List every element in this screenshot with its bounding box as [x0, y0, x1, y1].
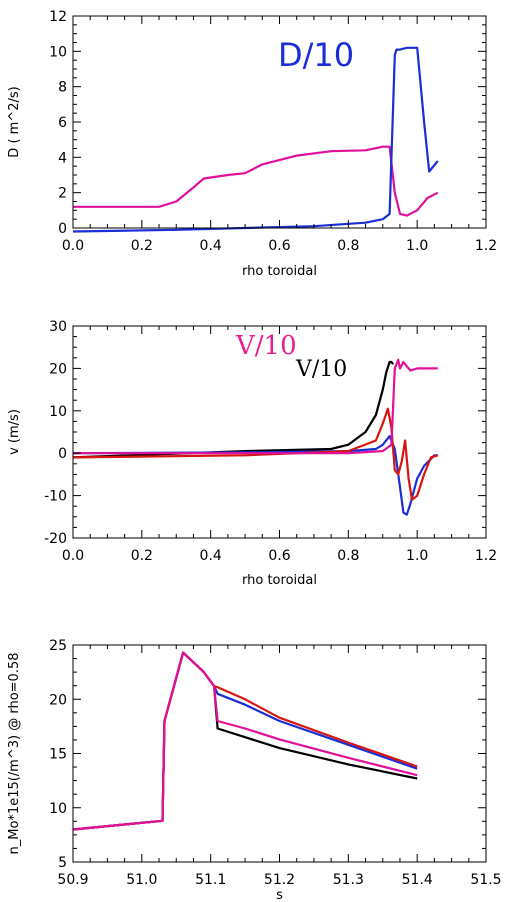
molybdenum-series-line-1 [72, 651, 418, 831]
molybdenum-x-tick-label-0: 50.9 [57, 872, 88, 888]
v-over-10-annotation-black: V/10 [295, 357, 347, 382]
velocity-x-axis-label: rho toroidal [242, 573, 317, 588]
molybdenum-x-tick-label-1: 51.0 [126, 872, 157, 888]
diffusion-y-tick-label-4: 8 [58, 80, 67, 96]
velocity-y-tick-label-2: 0 [58, 446, 67, 462]
diffusion-y-tick-label-5: 10 [49, 44, 67, 60]
molybdenum-y-tick-label-1: 10 [49, 801, 67, 817]
velocity-y-tick-label-1: -10 [44, 489, 67, 505]
molybdenum-series-line-0 [72, 651, 418, 831]
molybdenum-x-axis-label: s [276, 888, 283, 902]
velocity-x-tick-label-0: 0.0 [62, 548, 84, 564]
molybdenum-y-tick-label-3: 20 [49, 692, 67, 708]
diffusion-x-tick-label-0: 0.0 [62, 238, 84, 254]
diffusion-x-tick-label-3: 0.6 [268, 238, 290, 254]
diffusion-y-tick-label-2: 4 [58, 150, 67, 166]
diffusion-x-tick-label-5: 1.0 [406, 238, 428, 254]
molybdenum-density-plot: 50.9 51.0 51.1 51.2 51.3 51.4 51.5 5 10 15 20 25 s… [7, 638, 502, 902]
diffusion-y-tick-label-3: 6 [58, 115, 67, 131]
molybdenum-y-tick-label-0: 5 [58, 855, 67, 871]
molybdenum-x-tick-label-6: 51.5 [470, 872, 501, 888]
velocity-y-tick-label-4: 20 [49, 361, 67, 377]
velocity-y-ticks: -20 -10 0 10 20 30 [44, 319, 486, 547]
velocity-x-ticks: 0.0 0.2 0.4 0.6 0.8 1.0 1.2 [62, 326, 497, 564]
velocity-x-tick-label-5: 1.0 [406, 548, 428, 564]
velocity-y-axis-label: v (m/s) [7, 409, 22, 455]
diffusion-x-tick-label-2: 0.4 [200, 238, 222, 254]
velocity-x-tick-label-4: 0.8 [337, 548, 359, 564]
velocity-y-tick-label-0: -20 [44, 531, 67, 547]
velocity-x-tick-label-6: 1.2 [475, 548, 497, 564]
velocity-series-line-3 [73, 358, 438, 455]
diffusion-series-line-1 [72, 46, 439, 233]
velocity-y-tick-label-5: 30 [49, 319, 67, 335]
diffusion-plot: 0.0 0.2 0.4 0.6 0.8 1.0 1.2 0 2 4 6 8 10 12 rho toro… [7, 9, 497, 279]
molybdenum-x-tick-label-5: 51.4 [402, 872, 433, 888]
molybdenum-y-ticks: 5 10 15 20 25 [49, 638, 486, 871]
diffusion-y-axis-label: D ( m^2/s) [7, 86, 22, 157]
v-over-10-annotation-magenta: V/10 [235, 331, 297, 361]
diffusion-y-tick-label-0: 0 [58, 221, 67, 237]
velocity-plot: 0.0 0.2 0.4 0.6 0.8 1.0 1.2 -20 -10 0 10 20 30 rho … [7, 319, 497, 588]
molybdenum-y-tick-label-4: 25 [49, 638, 67, 654]
diffusion-x-ticks: 0.0 0.2 0.4 0.6 0.8 1.0 1.2 [62, 16, 497, 254]
diffusion-y-tick-label-1: 2 [58, 186, 67, 202]
velocity-x-tick-label-1: 0.2 [131, 548, 153, 564]
molybdenum-series-line-2 [72, 651, 418, 831]
molybdenum-series-line-3 [72, 651, 418, 831]
d-over-10-annotation: D/10 [278, 36, 354, 74]
velocity-x-tick-label-2: 0.4 [200, 548, 222, 564]
diffusion-series-line-0 [73, 145, 439, 217]
diffusion-x-tick-label-6: 1.2 [475, 238, 497, 254]
molybdenum-x-ticks: 50.9 51.0 51.1 51.2 51.3 51.4 51.5 [57, 645, 502, 888]
diffusion-x-tick-label-1: 0.2 [131, 238, 153, 254]
diffusion-x-axis-label: rho toroidal [242, 264, 317, 279]
molybdenum-y-tick-label-2: 15 [49, 747, 67, 763]
diffusion-y-ticks: 0 2 4 6 8 10 12 [49, 9, 486, 237]
molybdenum-y-axis-label: n_Mo*1e15(/m^3) @ rho=0.58 [7, 653, 22, 855]
molybdenum-x-tick-label-4: 51.3 [333, 872, 364, 888]
diffusion-y-tick-label-6: 12 [49, 9, 67, 25]
velocity-series-line-0 [72, 360, 394, 459]
diffusion-x-tick-label-4: 0.8 [337, 238, 359, 254]
molybdenum-plot-frame [72, 644, 487, 863]
velocity-series-line-2 [72, 407, 439, 501]
molybdenum-x-tick-label-3: 51.2 [264, 872, 295, 888]
molybdenum-series [72, 651, 418, 831]
velocity-x-tick-label-3: 0.6 [268, 548, 290, 564]
velocity-y-tick-label-3: 10 [49, 404, 67, 420]
velocity-series-line-1 [72, 435, 438, 516]
diffusion-series [72, 46, 439, 233]
velocity-series [72, 358, 439, 516]
molybdenum-x-tick-label-2: 51.1 [195, 872, 226, 888]
